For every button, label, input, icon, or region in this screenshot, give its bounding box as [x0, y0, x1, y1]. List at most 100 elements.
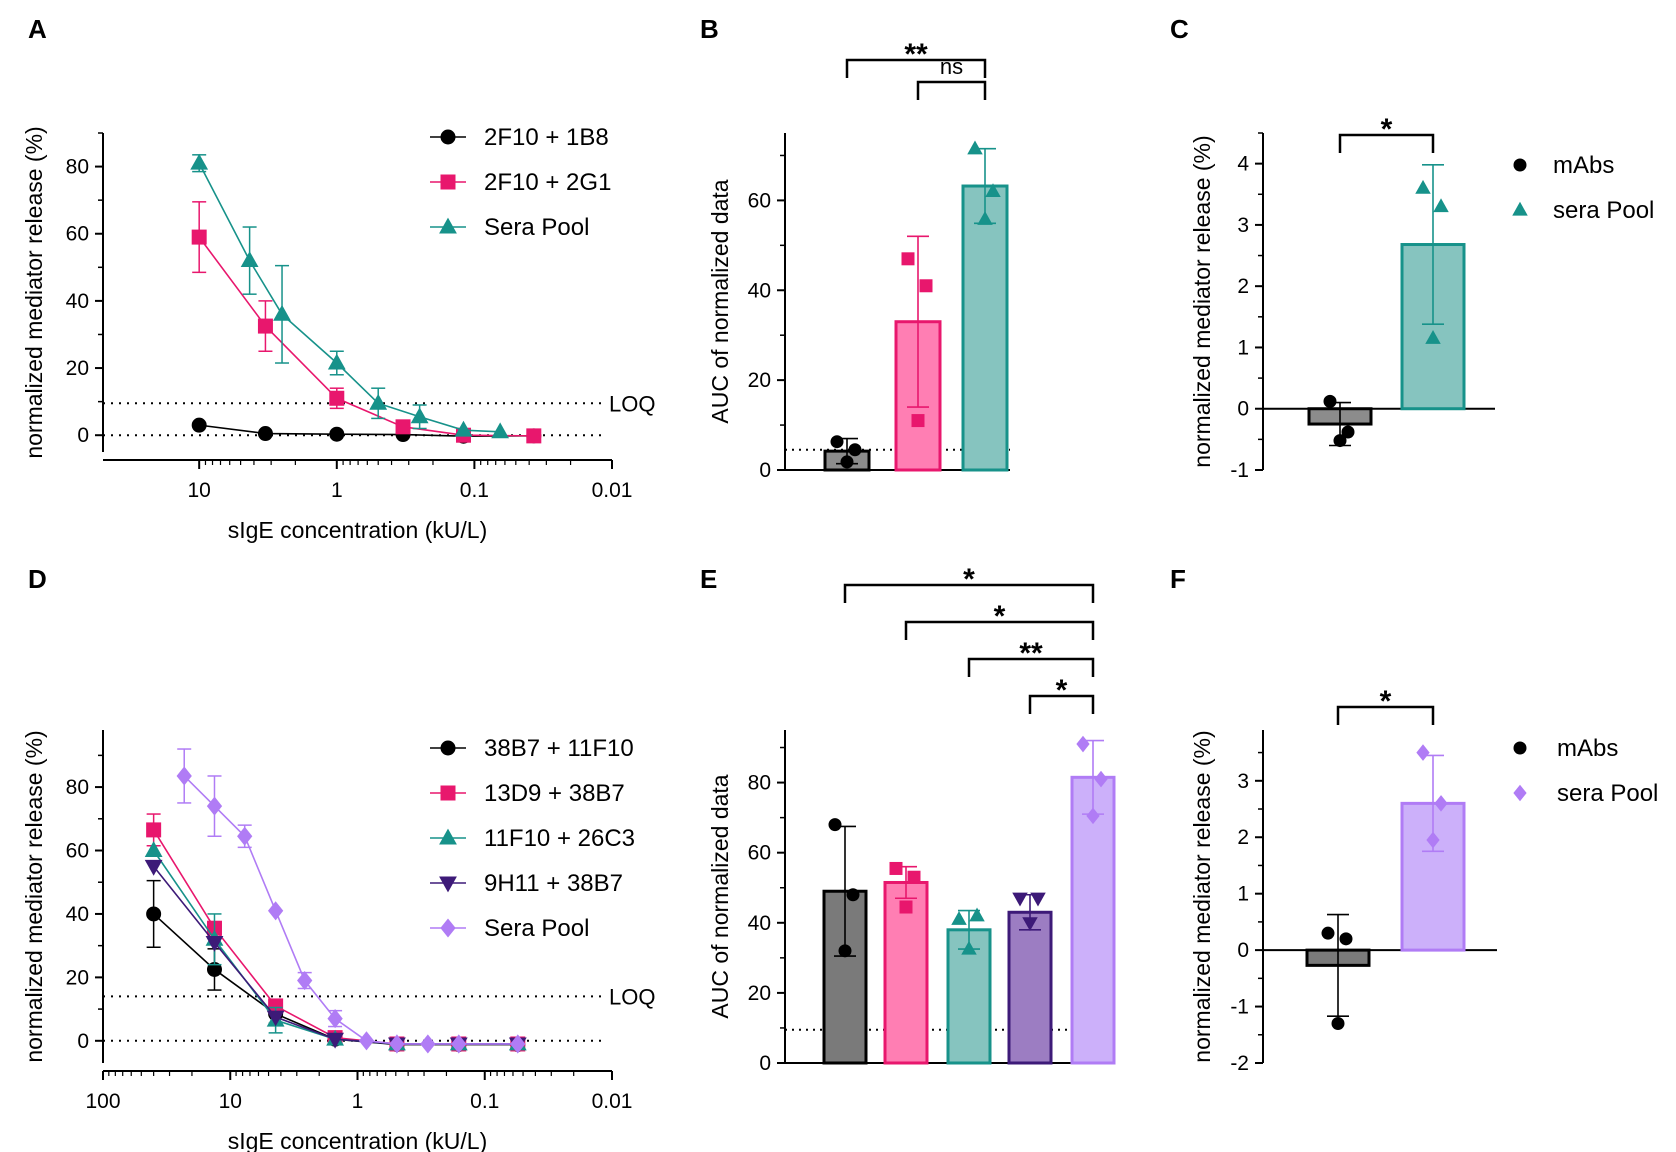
y-axis-label: normalized mediator release (%): [1189, 135, 1215, 467]
panel-label: C: [1170, 14, 1189, 44]
data-point: [297, 970, 313, 991]
bar-group-sera-pool: [1070, 735, 1116, 1065]
legend-marker: [440, 785, 456, 801]
y-tick-label: -2: [1230, 1052, 1249, 1075]
data-point: [146, 822, 162, 838]
data-point: [205, 936, 224, 952]
y-tick-label: 40: [748, 279, 771, 302]
significance-bracket: *: [843, 563, 1095, 603]
bracket-line: [1336, 705, 1435, 725]
bracket-line: [845, 58, 987, 78]
series-sera-pool: Sera Pool: [176, 748, 589, 1054]
replicate-point: [1321, 926, 1335, 940]
legend-marker: [1513, 741, 1527, 755]
significance-label: *: [994, 600, 1006, 633]
significance-label: *: [1380, 685, 1392, 718]
data-point: [358, 1031, 375, 1051]
replicate-point: [1433, 198, 1449, 213]
replicate-point: [846, 888, 860, 902]
series-sera-pool: Sera Pool: [190, 153, 589, 439]
replicate-point: [1416, 744, 1430, 761]
x-tick-label: 1: [331, 479, 343, 502]
panel-label: A: [28, 14, 47, 44]
x-tick-label: 1: [352, 1090, 364, 1113]
replicate-point: [1030, 892, 1046, 907]
legend-marker: [439, 876, 457, 893]
y-tick-label: 80: [748, 772, 771, 795]
series-line: [198, 162, 501, 433]
y-axis-label: AUC of normalized data: [707, 774, 733, 1018]
replicate-point: [1425, 330, 1441, 344]
panel-c: C -1 0 1 2 3 4 normalized mediator release (%) *…: [1170, 14, 1654, 482]
legend-label: 9H11 + 38B7: [484, 870, 623, 897]
x-tick-label: 10: [188, 479, 211, 502]
significance-bracket: *: [1028, 674, 1095, 714]
legend-label: Sera Pool: [484, 214, 589, 241]
y-axis-label: normalized mediator release (%): [1189, 730, 1215, 1062]
significance-bracket: *: [1338, 113, 1435, 153]
y-tick-label: 60: [748, 842, 771, 865]
legend-label: 11F10 + 26C3: [484, 825, 635, 852]
legend-marker: [439, 217, 457, 234]
y-tick-label: 20: [748, 982, 771, 1005]
replicate-point: [838, 944, 852, 958]
replicate-point: [1339, 932, 1353, 946]
bracket-line: [904, 620, 1095, 640]
significance-bracket: **: [845, 38, 987, 78]
replicate-point: [1333, 434, 1347, 448]
replicate-point: [985, 183, 1001, 198]
legend-marker: [440, 129, 456, 145]
bracket-line: [1028, 694, 1095, 714]
legend-label: sera Pool: [1557, 780, 1658, 807]
replicate-point: [1022, 917, 1038, 932]
legend-label: mAbs: [1557, 735, 1618, 762]
legend-label: 38B7 + 11F10: [484, 735, 634, 762]
replicate-point: [1434, 795, 1448, 812]
loq-label: LOQ: [609, 984, 655, 1009]
bracket-line: [1338, 133, 1435, 153]
y-tick-label: 0: [77, 424, 89, 447]
data-point: [206, 796, 223, 816]
panel-a: A 0 20 40 60 80 normalized mediator release (%…: [21, 14, 655, 543]
bar-group-sera-pool: [1400, 164, 1466, 411]
data-point: [420, 1034, 436, 1054]
bracket-line: [843, 583, 1095, 603]
data-point: [329, 390, 345, 406]
legend-label: 2F10 + 2G1: [484, 169, 611, 196]
legend-label: sera Pool: [1553, 197, 1654, 224]
bracket-line: [967, 657, 1095, 677]
data-point: [510, 1034, 526, 1054]
y-tick-label: 20: [66, 966, 89, 989]
replicate-point: [899, 900, 913, 914]
significance-label: *: [963, 563, 975, 596]
y-tick-label: 4: [1237, 153, 1249, 176]
series-2f10-2g1: 2F10 + 2G1: [191, 169, 611, 444]
y-tick-label: 1: [1237, 883, 1249, 906]
significance-label: *: [1381, 113, 1393, 146]
y-tick-label: 0: [759, 459, 771, 482]
y-tick-label: 2: [1237, 275, 1249, 298]
data-point: [240, 251, 259, 268]
y-tick-label: 60: [748, 189, 771, 212]
replicate-point: [907, 870, 921, 884]
replicate-point: [1426, 831, 1440, 849]
y-tick-label: 40: [66, 290, 89, 313]
replicate-point: [830, 435, 844, 449]
bar-group-mabs: [1307, 394, 1373, 448]
panel-f: F -2 -1 0 1 2 3 normalized mediator release (%)…: [1170, 564, 1658, 1075]
data-point: [191, 417, 207, 433]
data-point: [191, 229, 207, 245]
legend-label: 13D9 + 38B7: [484, 780, 625, 807]
bar-group-sera-pool: [1400, 744, 1466, 952]
series-line: [198, 236, 534, 437]
y-axis-label: normalized mediator release (%): [21, 730, 47, 1062]
replicate-point: [919, 279, 933, 293]
panel-b: B 0 20 40 60 AUC of normalized data ** ns: [700, 14, 1010, 482]
data-point: [491, 422, 510, 439]
legend-marker: [1513, 784, 1527, 802]
y-tick-label: 40: [66, 903, 89, 926]
bar-group-38b7-11f10: [822, 818, 868, 1065]
replicate-point: [1341, 425, 1355, 439]
significance-bracket: ns: [916, 54, 987, 100]
replicate-point: [1012, 892, 1028, 907]
